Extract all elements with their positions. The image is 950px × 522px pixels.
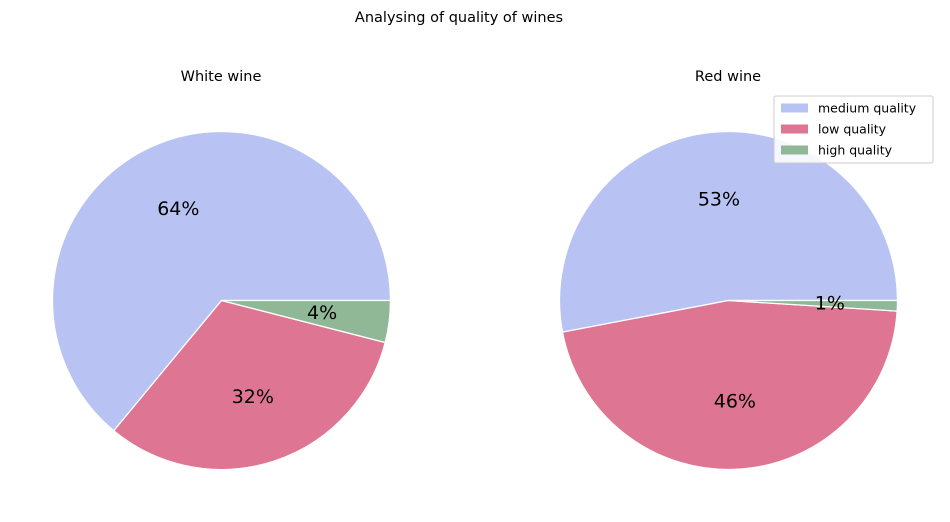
white-wine-label-high-quality: 4% — [307, 302, 337, 324]
legend-label-medium-quality: medium quality — [818, 101, 917, 116]
white-wine-label-medium-quality: 64% — [157, 198, 199, 220]
white-wine-slice-high-quality — [220, 299, 392, 344]
red-wine-title: Red wine — [695, 69, 761, 85]
legend: medium quality low quality high quality — [773, 95, 934, 164]
white-wine-slice-medium-quality — [51, 130, 392, 432]
white-wine-pie: White wine 64% 32% 4% — [51, 69, 392, 471]
red-wine-slice-high-quality — [727, 299, 899, 312]
white-wine-slice-low-quality — [113, 299, 386, 471]
red-wine-slice-medium-quality — [558, 130, 899, 333]
red-wine-label-low-quality: 46% — [714, 391, 756, 413]
legend-label-high-quality: high quality — [818, 143, 893, 158]
red-wine-label-medium-quality: 53% — [698, 189, 740, 211]
legend-swatch-low-quality — [781, 124, 808, 134]
white-wine-title: White wine — [181, 69, 262, 85]
red-wine-pie: Red wine 53% 46% 1% — [558, 69, 899, 471]
red-wine-labels: 53% 46% 1% — [698, 189, 845, 413]
legend-label-low-quality: low quality — [818, 122, 887, 137]
legend-frame — [773, 95, 934, 164]
red-wine-slices — [558, 130, 899, 471]
legend-entries: medium quality low quality high quality — [781, 101, 917, 158]
figure-title: Analysing of quality of wines — [355, 10, 563, 26]
red-wine-label-high-quality: 1% — [815, 293, 845, 315]
legend-swatch-medium-quality — [781, 103, 808, 113]
red-wine-slice-low-quality — [561, 299, 898, 471]
white-wine-slices — [51, 130, 392, 471]
white-wine-label-low-quality: 32% — [232, 386, 274, 408]
white-wine-labels: 64% 32% 4% — [157, 198, 337, 408]
legend-swatch-high-quality — [781, 145, 808, 155]
